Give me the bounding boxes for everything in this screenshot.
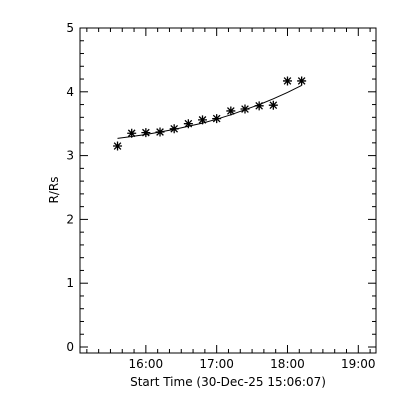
asterisk-marker bbox=[268, 100, 278, 110]
asterisk-marker bbox=[169, 124, 179, 134]
data-point bbox=[183, 119, 193, 129]
asterisk-marker bbox=[155, 127, 165, 137]
y-axis-label: R/Rs bbox=[47, 177, 61, 204]
x-axis-label: Start Time (30-Dec-25 15:06:07) bbox=[130, 375, 326, 389]
data-point bbox=[268, 100, 278, 110]
fit-curve-layer bbox=[117, 84, 302, 139]
data-point bbox=[226, 106, 236, 116]
asterisk-marker bbox=[113, 141, 123, 151]
asterisk-marker bbox=[297, 76, 307, 86]
data-point bbox=[282, 76, 292, 86]
data-point bbox=[198, 115, 208, 125]
plot-frame bbox=[79, 27, 377, 354]
x-tick-label: 19:00 bbox=[341, 357, 376, 371]
y-axis-ticks: 0 1 2 3 4 5 bbox=[66, 21, 376, 354]
y-tick-label: 4 bbox=[66, 85, 74, 99]
data-point bbox=[297, 76, 307, 86]
x-tick-label: 18:00 bbox=[270, 357, 305, 371]
data-point bbox=[141, 128, 151, 138]
data-point bbox=[127, 128, 137, 138]
data-point bbox=[113, 141, 123, 151]
asterisk-marker bbox=[212, 114, 222, 124]
asterisk-marker bbox=[282, 76, 292, 86]
asterisk-marker bbox=[127, 128, 137, 138]
y-tick-label: 1 bbox=[66, 276, 74, 290]
data-point bbox=[240, 104, 250, 114]
data-point bbox=[155, 127, 165, 137]
data-markers bbox=[113, 76, 307, 151]
x-tick-label: 16:00 bbox=[129, 357, 164, 371]
x-axis-ticks: 16:00 17:00 18:00 19:00 bbox=[86, 28, 376, 371]
fit-curve-line bbox=[117, 84, 302, 139]
asterisk-marker bbox=[198, 115, 208, 125]
y-tick-label: 3 bbox=[66, 149, 74, 163]
asterisk-marker bbox=[183, 119, 193, 129]
y-tick-label: 2 bbox=[66, 212, 74, 226]
asterisk-marker bbox=[240, 104, 250, 114]
asterisk-marker bbox=[254, 101, 264, 111]
y-tick-label: 5 bbox=[66, 21, 74, 35]
data-point bbox=[254, 101, 264, 111]
data-point bbox=[212, 114, 222, 124]
y-tick-label: 0 bbox=[66, 340, 74, 354]
x-tick-label: 17:00 bbox=[199, 357, 234, 371]
asterisk-marker bbox=[141, 128, 151, 138]
asterisk-marker bbox=[226, 106, 236, 116]
data-point bbox=[169, 124, 179, 134]
